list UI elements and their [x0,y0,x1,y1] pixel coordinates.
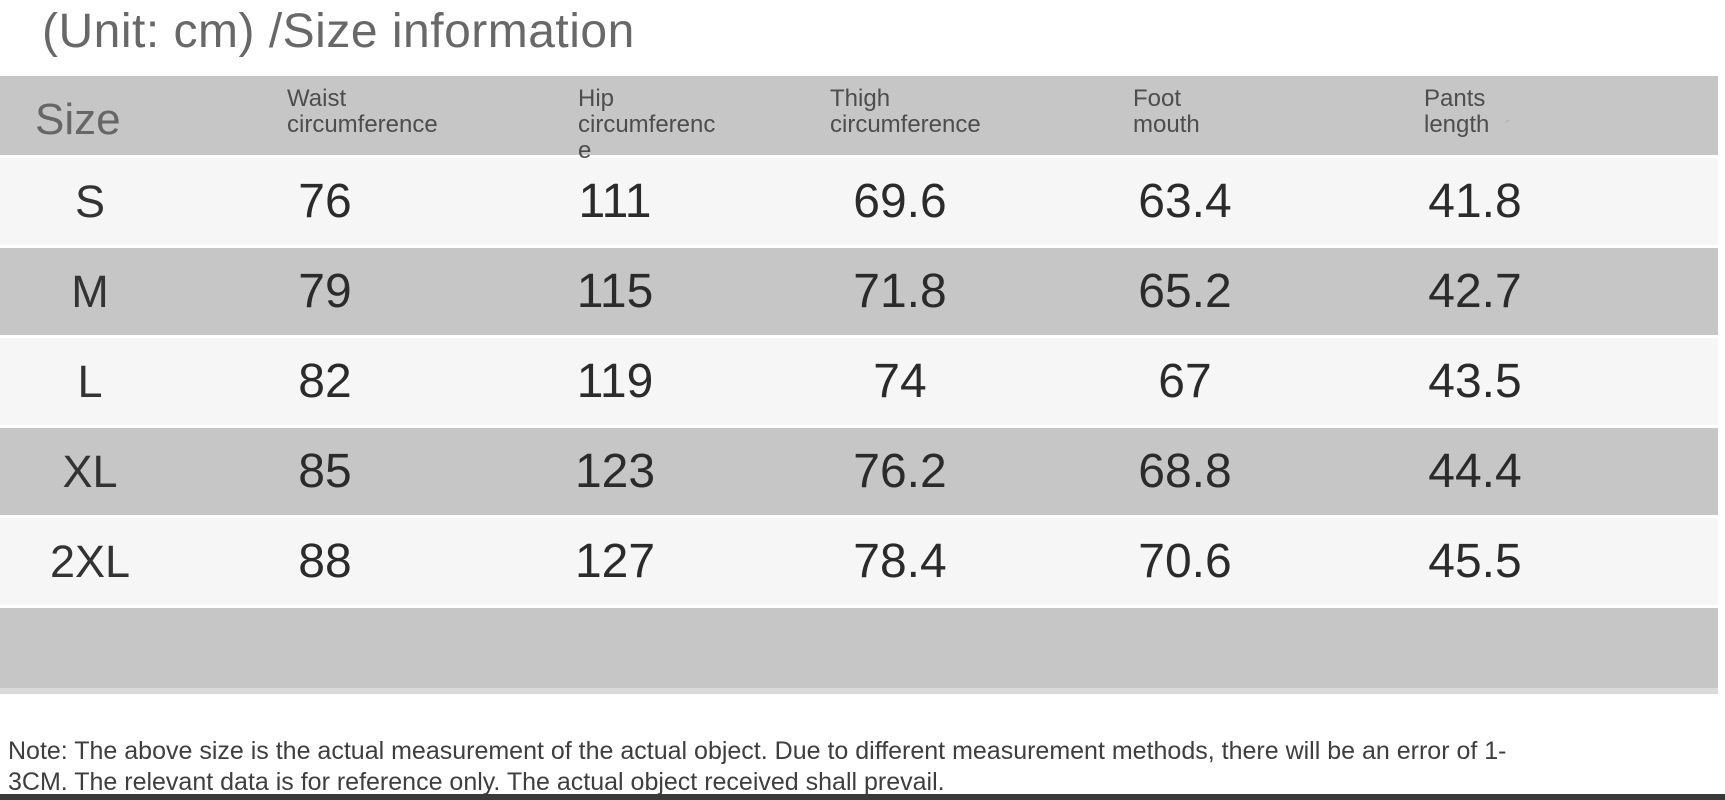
table-row: S 76 111 69.6 63.4 41.8 [0,158,1718,248]
table-row: M 79 115 71.8 65.2 42.7 [0,248,1718,338]
value-cell: 127 [574,535,656,588]
column-header-thigh-circumference: Thigh circumference [830,85,981,138]
value-cell: 88 [298,535,352,588]
value-cell: 111 [578,175,652,228]
table-header-row: Size Waist circumference Hip circumferen… [0,76,1718,164]
value-cell: 45.5 [1428,535,1522,588]
value-cell: 115 [576,265,654,318]
size-cell: 2XL [49,535,131,587]
empty-row [0,608,1718,694]
table-body: S 76 111 69.6 63.4 41.8 M 79 115 71.8 65.2 42.7 L 82 1… [0,158,1718,608]
value-cell: 68.8 [1138,445,1232,498]
column-header-hip-circumference: Hip circumferenc e [578,85,716,164]
value-cell: 76 [298,175,352,228]
value-cell: 76.2 [853,445,947,498]
pants-length-tick-icon: ˊ [1503,116,1511,141]
bottom-bar [0,794,1725,800]
value-cell: 69.6 [853,175,947,228]
value-cell: 63.4 [1138,175,1232,228]
value-cell: 71.8 [853,265,947,318]
size-cell: S [74,175,105,227]
value-cell: 43.5 [1428,355,1522,408]
value-cell: 123 [574,445,656,498]
value-cell: 70.6 [1138,535,1232,588]
column-header-foot-mouth: Foot mouth [1133,85,1200,138]
column-header-size: Size [35,95,121,144]
table-row: 2XL 88 127 78.4 70.6 45.5 [0,518,1718,608]
column-header-waist-circumference: Waist circumference [287,85,438,138]
value-cell: 67 [1158,355,1212,408]
value-cell: 41.8 [1428,175,1522,228]
value-cell: 74 [873,355,927,408]
value-cell: 44.4 [1428,445,1522,498]
column-header-pants-length: Pants length ˊ [1330,76,1620,164]
page-title: (Unit: cm) /Size information [42,5,635,58]
value-cell: 42.7 [1428,265,1522,318]
pants-length-label: Pants length [1424,85,1490,138]
table-row: L 82 119 74 67 43.5 [0,338,1718,428]
value-cell: 85 [298,445,352,498]
header-spacer [1620,76,1718,164]
size-cell: XL [62,445,118,497]
table-row: XL 85 123 76.2 68.8 44.4 [0,428,1718,518]
size-table: Size Waist circumference Hip circumferen… [0,76,1718,694]
note-text: Note: The above size is the actual measu… [8,737,1507,796]
value-cell: 78.4 [853,535,947,588]
value-cell: 119 [576,355,654,408]
value-cell: 65.2 [1138,265,1232,318]
size-cell: M [71,265,109,317]
value-cell: 79 [298,265,352,318]
value-cell: 82 [298,355,352,408]
size-cell: L [77,355,103,407]
